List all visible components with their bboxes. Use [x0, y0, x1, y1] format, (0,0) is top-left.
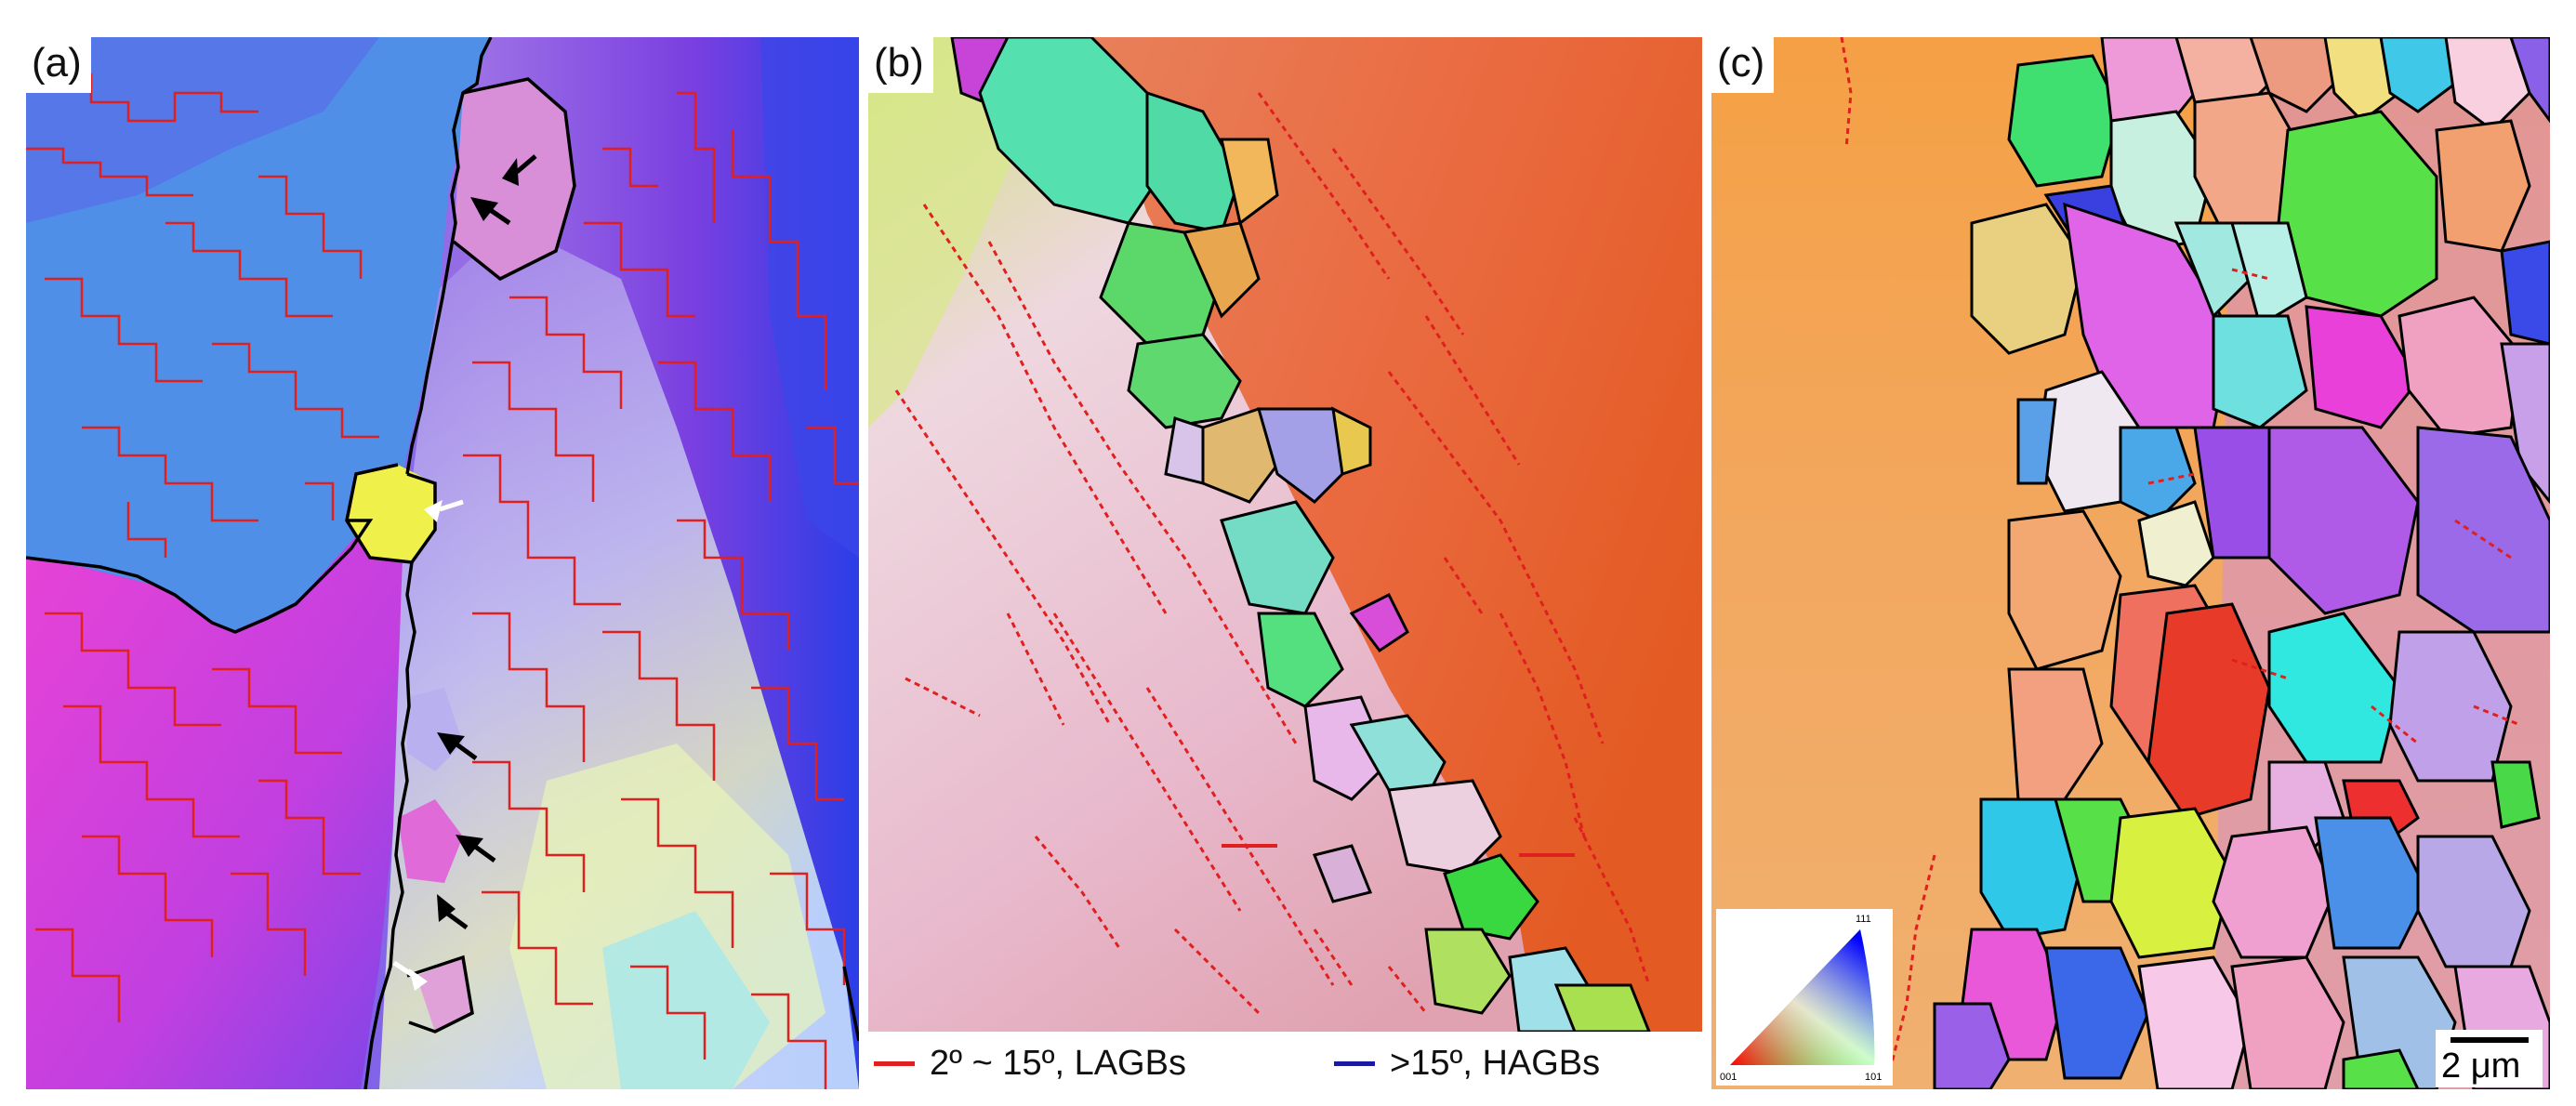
ipf-label-101: 101	[1865, 1072, 1882, 1083]
ipf-color-key: 111 001 101	[1716, 909, 1893, 1086]
scale-bar-label: 2 μm	[2441, 1047, 2521, 1086]
panel-label-b: (b)	[868, 37, 933, 93]
scale-bar: 2 μm	[2436, 1030, 2543, 1087]
ebsd-map-b: (b)	[868, 37, 1702, 1032]
ebsd-map-c-image	[1711, 37, 2550, 1089]
ipf-label-111: 111	[1856, 914, 1871, 925]
black-arrows	[437, 154, 537, 930]
legend-lagb: 2º ~ 15º, LAGBs	[874, 1035, 1186, 1091]
legend-hagb-swatch	[1334, 1060, 1375, 1066]
boundary-legend: 2º ~ 15º, LAGBs >15º, HAGBs	[874, 1035, 1706, 1091]
legend-hagb: >15º, HAGBs	[1334, 1035, 1600, 1091]
ebsd-map-b-image	[868, 37, 1702, 1032]
scale-bar-line	[2451, 1037, 2529, 1043]
legend-lagb-swatch	[874, 1060, 915, 1066]
ebsd-map-a: (a)	[26, 37, 859, 1089]
ebsd-map-a-image	[26, 37, 859, 1089]
ipf-label-001: 001	[1720, 1072, 1737, 1083]
ebsd-map-c: (c)	[1711, 37, 2550, 1089]
legend-lagb-label: 2º ~ 15º, LAGBs	[930, 1043, 1186, 1083]
panel-label-c: (c)	[1711, 37, 1775, 93]
legend-divider	[868, 1032, 1702, 1034]
legend-hagb-label: >15º, HAGBs	[1390, 1043, 1601, 1083]
panel-label-a: (a)	[26, 37, 91, 93]
ipf-triangle-icon: 111 001 101	[1720, 914, 1882, 1083]
white-arrows	[392, 499, 464, 991]
